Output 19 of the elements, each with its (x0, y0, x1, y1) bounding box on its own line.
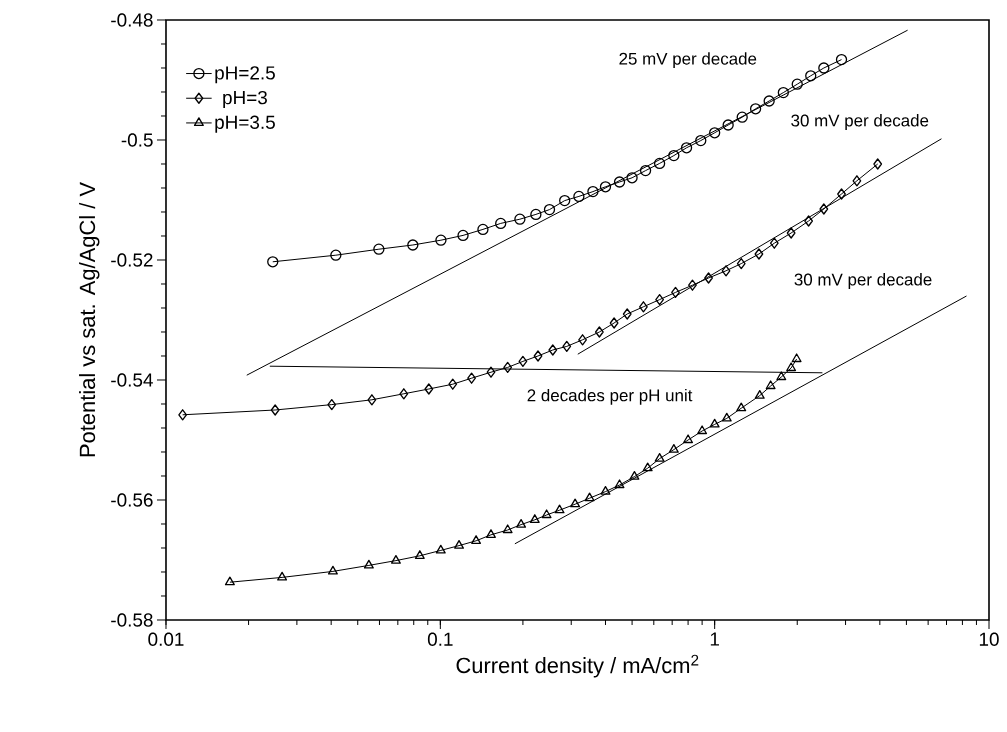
y-tick-label: -0.54 (111, 373, 153, 387)
annotation: 2 decades per pH unit (527, 388, 693, 405)
x-tick-label: 0.1 (427, 632, 453, 646)
annotation: 25 mV per decade (619, 52, 757, 69)
y-tick-label: -0.56 (111, 493, 153, 507)
x-tick-label: 10 (979, 632, 999, 646)
legend-label: pH=2.5 (215, 66, 275, 84)
y-tick-label: -0.58 (111, 613, 153, 627)
legend-label: pH=3 (223, 90, 267, 109)
x-tick-label: 1 (710, 632, 719, 646)
legend-label: pH=3.5 (215, 115, 275, 133)
annotation: 30 mV per decade (791, 114, 929, 130)
annotation: 30 mV per decade (794, 273, 932, 289)
y-tick-label: -0.5 (121, 133, 153, 147)
x-axis-title: Current density / mA/cm$^{2}$ (456, 654, 699, 678)
y-axis-title: Potential vs sat. Ag/AgCl / V (79, 182, 100, 457)
y-tick-label: -0.48 (111, 13, 153, 27)
x-tick-label: 0.01 (148, 632, 184, 646)
y-tick-label: -0.52 (111, 253, 153, 267)
